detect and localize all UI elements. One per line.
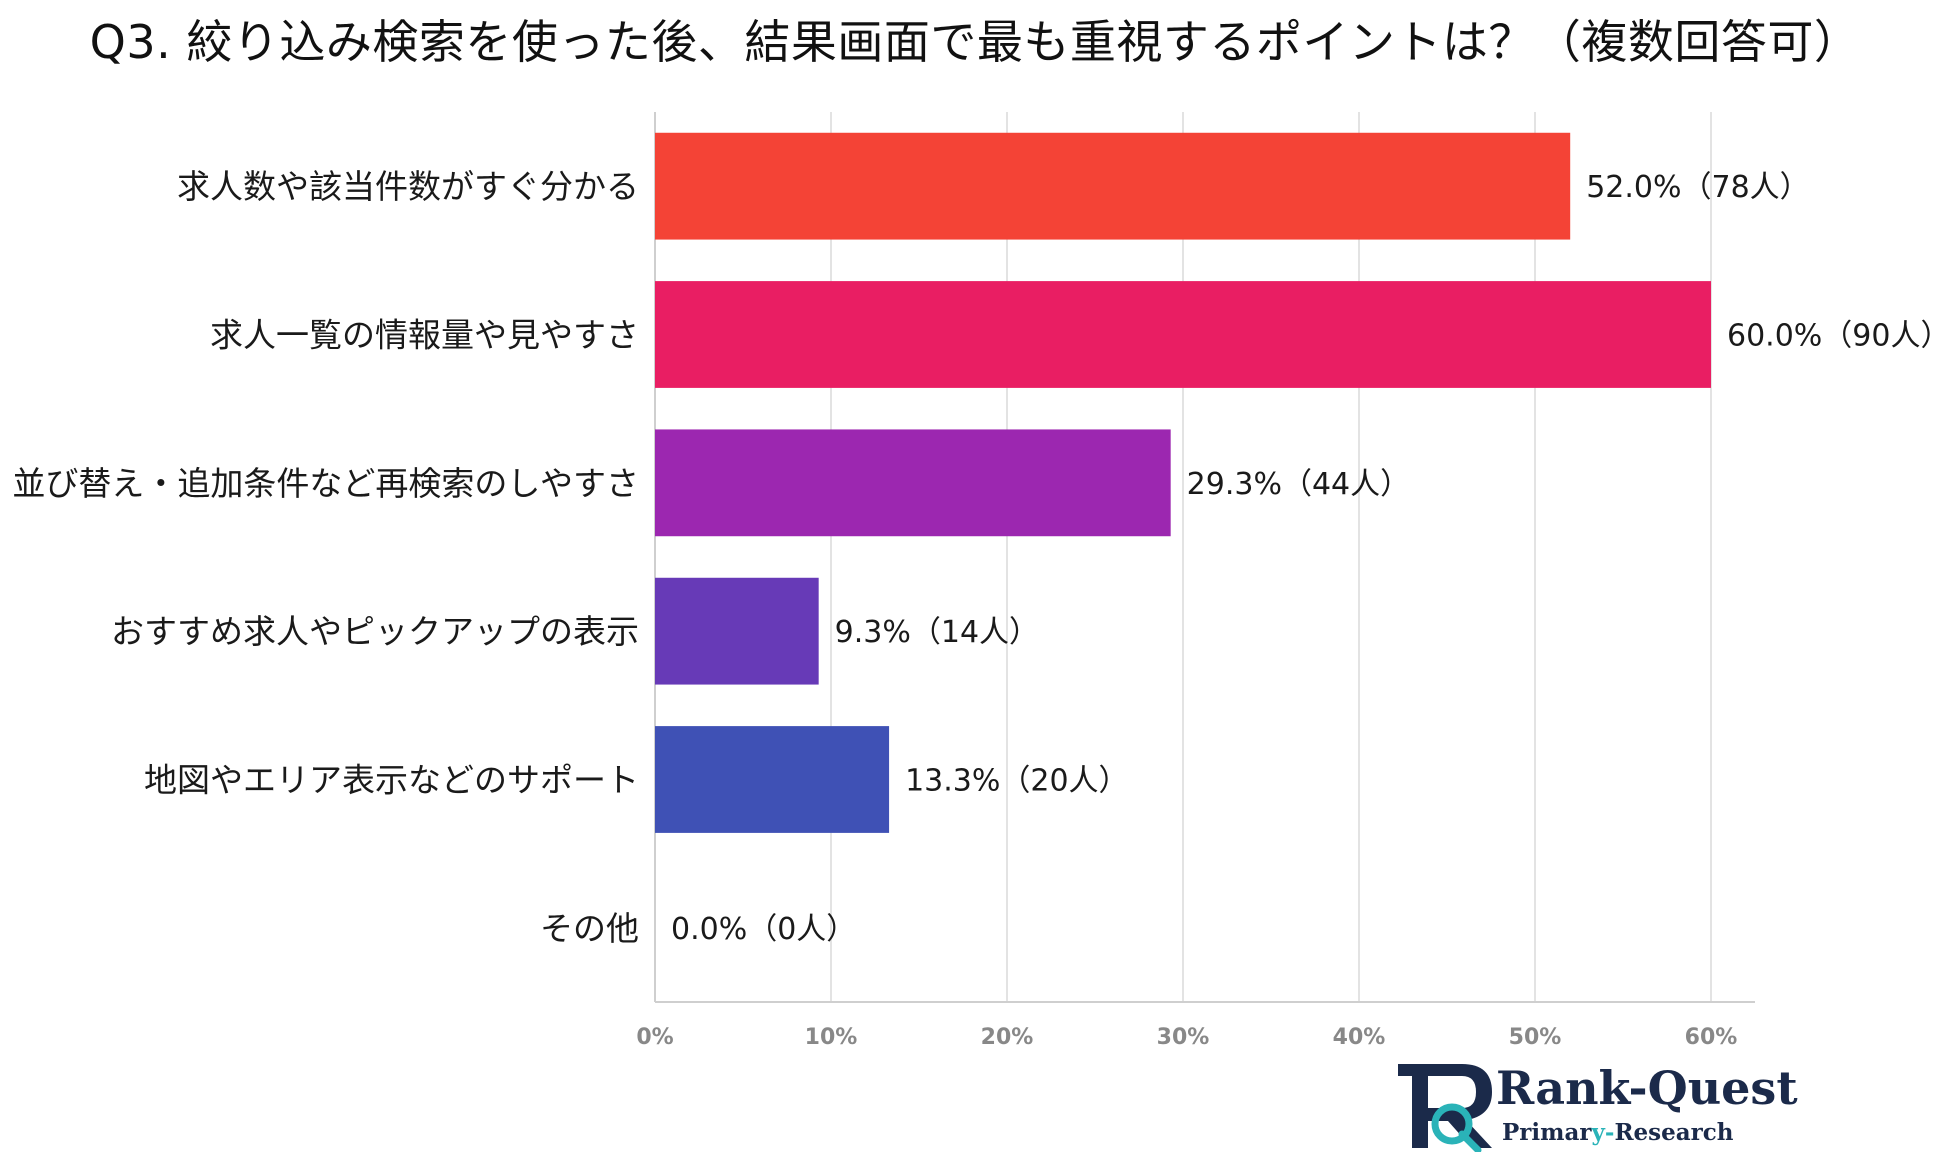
value-label: 9.3%（14人） bbox=[835, 615, 1039, 650]
tick-layer: 0% 10% 20% 30% 40% 50% 60% bbox=[636, 1025, 1737, 1050]
x-tick-label: 50% bbox=[1509, 1025, 1562, 1050]
value-label: 29.3%（44人） bbox=[1187, 467, 1410, 502]
x-tick-label: 40% bbox=[1333, 1025, 1386, 1050]
logo-sub-part3: Research bbox=[1614, 1119, 1733, 1146]
bar bbox=[655, 429, 1171, 537]
label-layer: 求人数や該当件数がすぐ分かる 52.0%（78人） 求人一覧の情報量や見やすさ 60.… bbox=[12, 167, 1950, 948]
bar bbox=[655, 281, 1711, 388]
x-tick-label: 10% bbox=[805, 1025, 858, 1050]
value-label: 13.3%（20人） bbox=[905, 764, 1128, 799]
grid-layer bbox=[654, 112, 1755, 1003]
category-label: おすすめ求人やピックアップの表示 bbox=[111, 612, 639, 651]
chart-title: Q3. 絞り込み検索を使った後、結果画面で最も重視するポイントは？（複数回答可） bbox=[89, 15, 1861, 69]
x-tick-label: 30% bbox=[1157, 1025, 1210, 1050]
logo-sub-part1: Primar bbox=[1502, 1119, 1592, 1146]
value-label: 0.0%（0人） bbox=[671, 912, 856, 947]
category-label: 求人一覧の情報量や見やすさ bbox=[210, 316, 639, 355]
logo-sub-part2: y- bbox=[1591, 1119, 1615, 1146]
category-label: 地図やエリア表示などのサポート bbox=[144, 761, 639, 800]
logo-emblem-icon bbox=[1398, 1064, 1492, 1152]
logo-brand-part2: -Quest bbox=[1629, 1061, 1799, 1115]
category-label: 並び替え・追加条件など再検索のしやすさ bbox=[12, 464, 639, 503]
x-tick-label: 20% bbox=[981, 1025, 1034, 1050]
category-label: 求人数や該当件数がすぐ分かる bbox=[177, 167, 639, 206]
bar bbox=[655, 726, 890, 833]
x-tick-label: 0% bbox=[636, 1025, 673, 1050]
logo-brand-part1: Rank bbox=[1496, 1061, 1632, 1115]
rank-quest-logo: Rank-Quest Primary-Research bbox=[1398, 1061, 1798, 1152]
value-label: 60.0%（90人） bbox=[1727, 319, 1950, 354]
bar bbox=[655, 132, 1571, 240]
value-label: 52.0%（78人） bbox=[1586, 170, 1809, 205]
logo-brand-text: Rank-Quest bbox=[1496, 1061, 1798, 1115]
x-tick-label: 60% bbox=[1685, 1025, 1738, 1050]
bar bbox=[655, 577, 819, 685]
category-label: その他 bbox=[540, 909, 639, 948]
bar-layer bbox=[655, 132, 1711, 833]
logo-subtitle-text: Primary-Research bbox=[1502, 1119, 1734, 1146]
